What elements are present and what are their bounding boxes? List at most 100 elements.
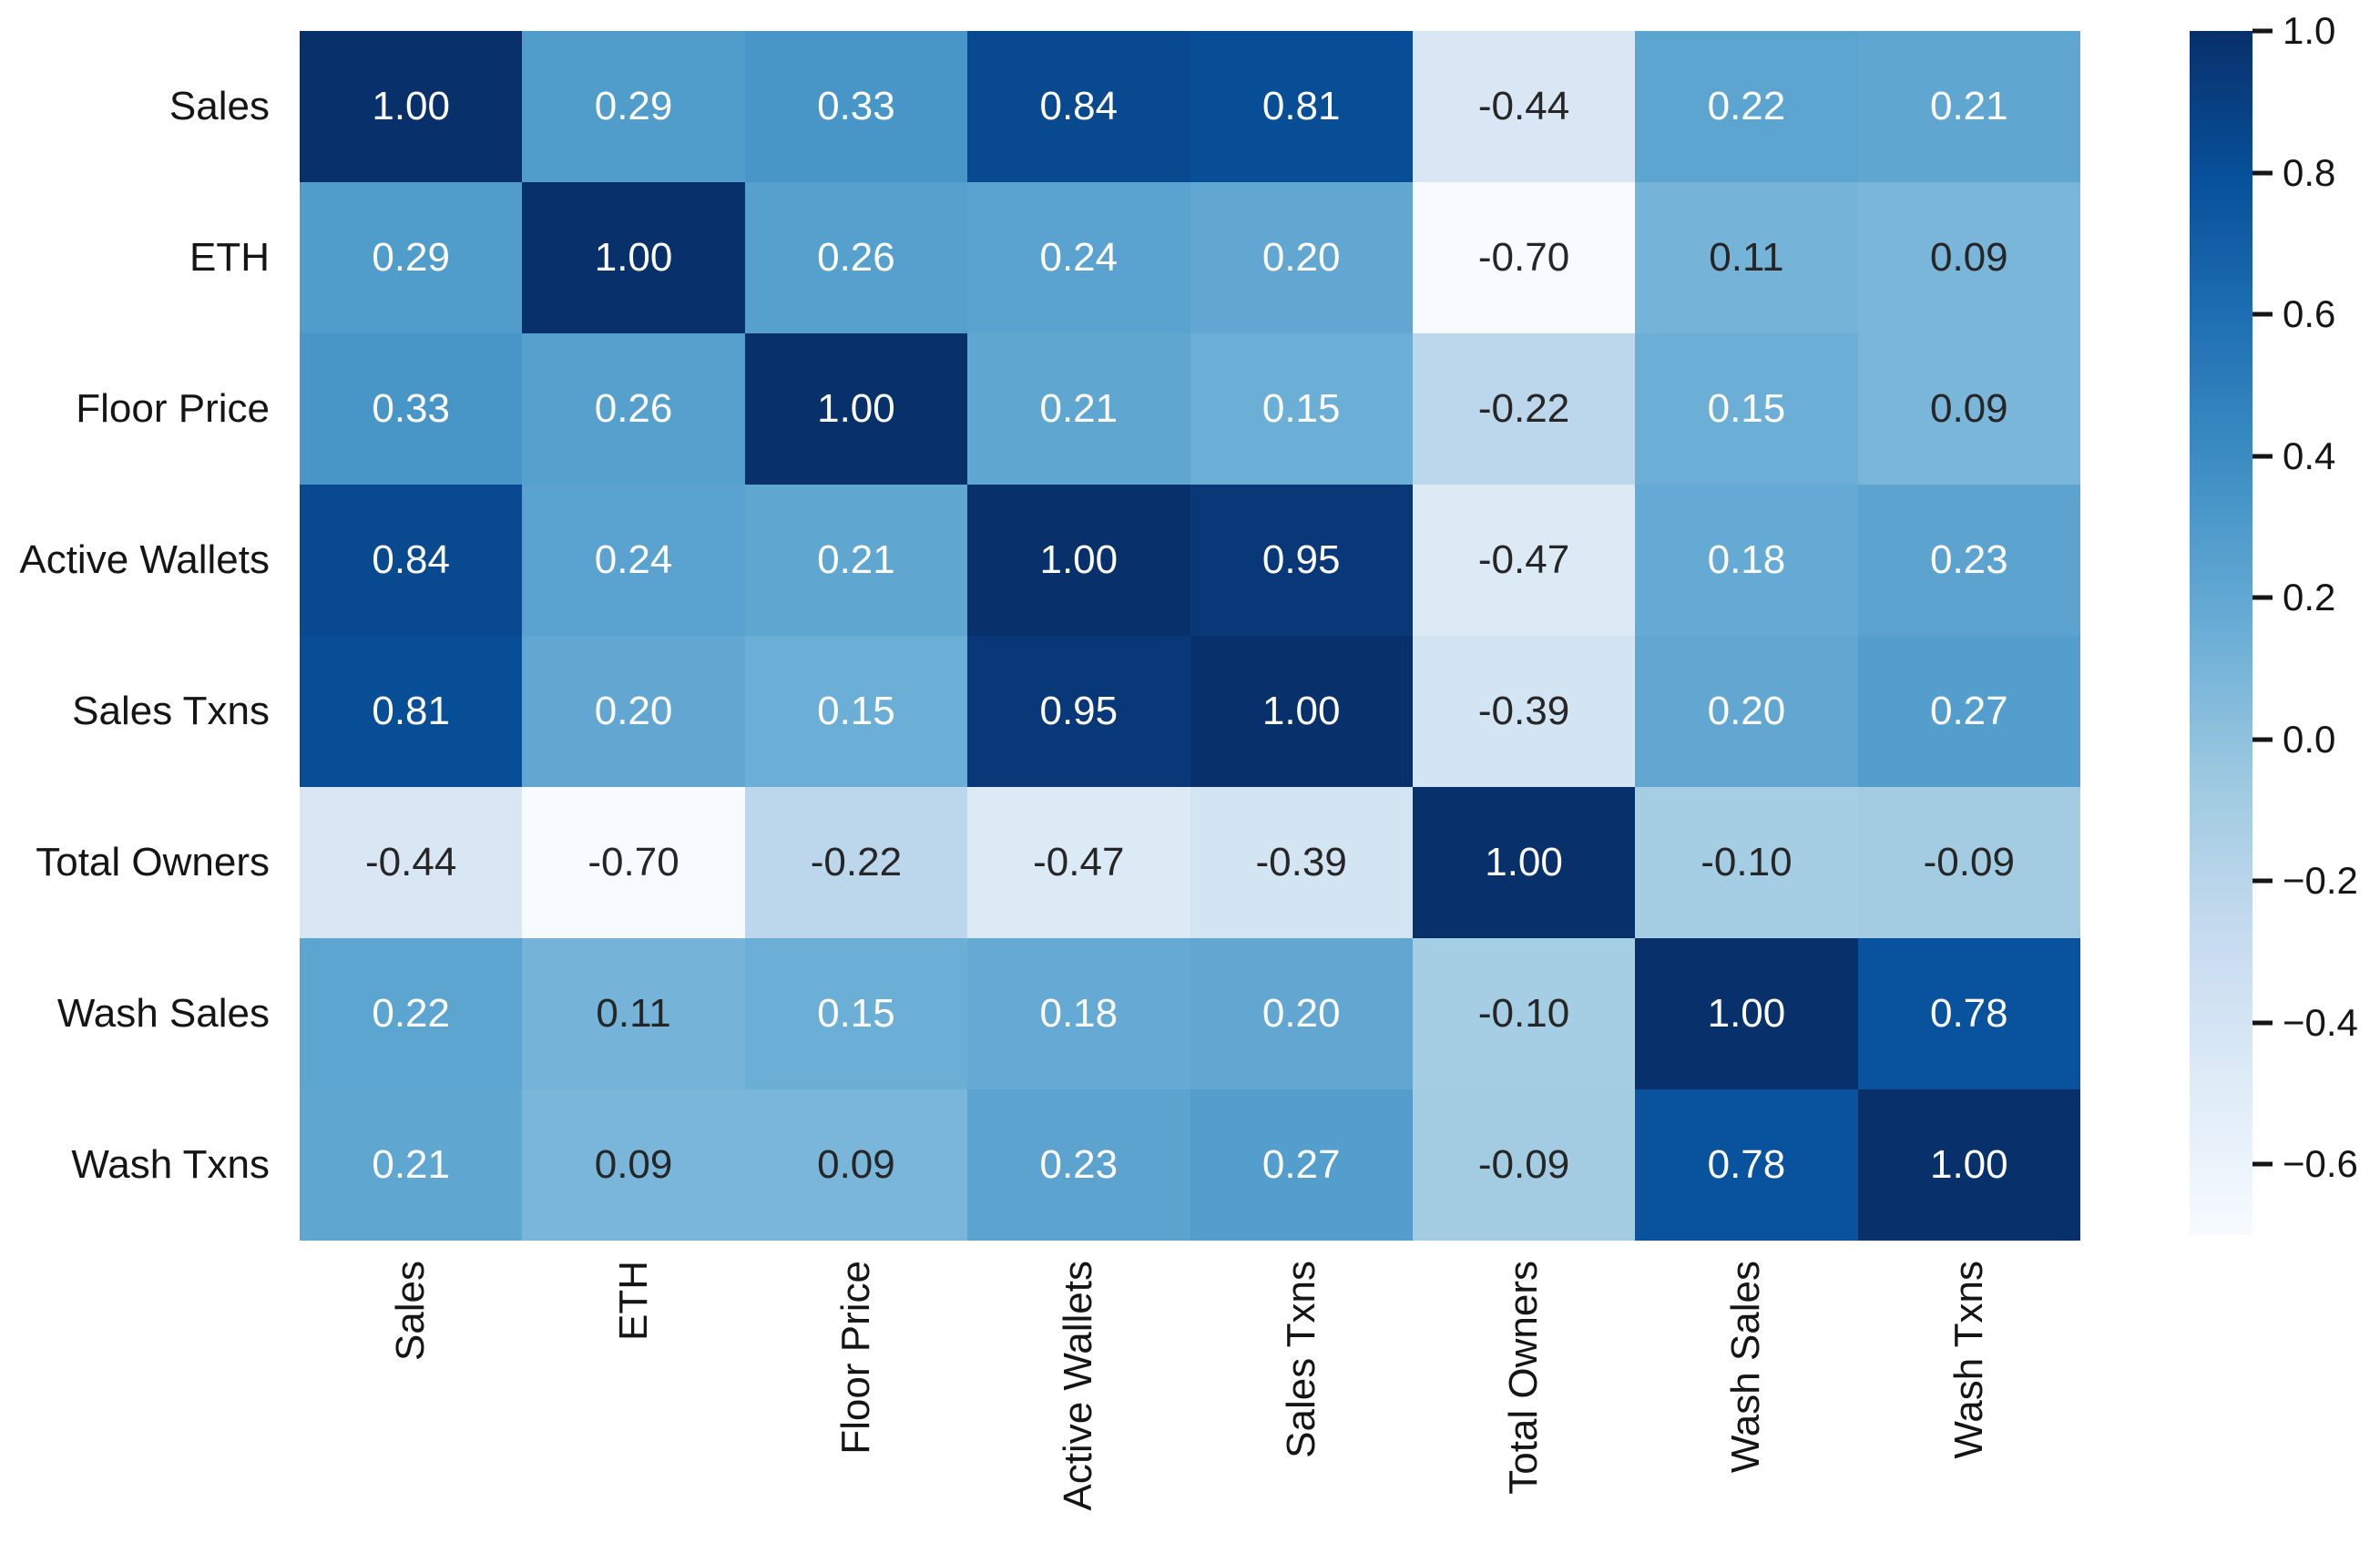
heatmap-cell: -0.47 <box>967 787 1190 938</box>
heatmap-cell: 0.22 <box>1635 31 1858 182</box>
x-tick-label: Sales Txns <box>1274 1261 1329 1543</box>
heatmap-cell: 0.20 <box>1635 636 1858 787</box>
colorbar-tick-mark <box>2252 454 2273 459</box>
heatmap-cell: 0.09 <box>1857 333 2080 485</box>
y-tick-label: Sales <box>169 84 270 128</box>
heatmap-cell: 0.84 <box>300 485 523 636</box>
x-tick-label-text: Wash Sales <box>1723 1261 1769 1474</box>
heatmap-cell: 0.18 <box>967 938 1190 1089</box>
heatmap-cell: 0.27 <box>1857 636 2080 787</box>
colorbar-tick-label: 0.0 <box>2283 717 2336 761</box>
colorbar-tick-mark <box>2252 312 2273 317</box>
heatmap-cell: 0.81 <box>1190 31 1413 182</box>
heatmap-cell: 0.21 <box>744 485 968 636</box>
heatmap-cell: 0.11 <box>1635 182 1858 333</box>
heatmap-cell: 1.00 <box>1412 787 1636 938</box>
heatmap-cell: 1.00 <box>300 31 523 182</box>
colorbar-tick-mark <box>2252 595 2273 600</box>
heatmap-cell: 0.26 <box>522 333 745 485</box>
colorbar-tick-label: −0.4 <box>2283 1000 2358 1044</box>
heatmap-cell: 0.21 <box>967 333 1190 485</box>
heatmap-cell: -0.44 <box>1412 31 1636 182</box>
heatmap-cell: -0.44 <box>300 787 523 938</box>
heatmap-cell: 0.20 <box>1190 182 1413 333</box>
heatmap-cell: -0.10 <box>1412 938 1636 1089</box>
x-tick-label: Sales <box>383 1261 438 1543</box>
heatmap-cell: 0.21 <box>300 1089 523 1241</box>
heatmap-cell: -0.10 <box>1635 787 1858 938</box>
colorbar-tick-label: −0.6 <box>2283 1142 2358 1186</box>
heatmap-cell: 0.29 <box>300 182 523 333</box>
heatmap-cell: 0.09 <box>522 1089 745 1241</box>
colorbar-tick-label: 0.6 <box>2283 292 2336 336</box>
colorbar-gradient <box>2190 31 2252 1235</box>
x-tick-label-text: Active Wallets <box>1056 1261 1101 1511</box>
x-tick-label-text: Total Owners <box>1501 1261 1547 1495</box>
heatmap-cell: 0.95 <box>1190 485 1413 636</box>
colorbar-tick-mark <box>2252 878 2273 884</box>
heatmap-cell: 0.26 <box>744 182 968 333</box>
heatmap-cell: 0.15 <box>744 938 968 1089</box>
y-tick-label: Floor Price <box>76 386 270 431</box>
heatmap-cell: 0.09 <box>744 1089 968 1241</box>
heatmap-cell: -0.22 <box>1412 333 1636 485</box>
heatmap-cell: 0.24 <box>522 485 745 636</box>
heatmap-cell: 0.78 <box>1635 1089 1858 1241</box>
heatmap-cell: 0.29 <box>522 31 745 182</box>
heatmap-cell: -0.70 <box>1412 182 1636 333</box>
heatmap-cell: 0.15 <box>1635 333 1858 485</box>
x-tick-label-text: Wash Txns <box>1946 1261 1991 1459</box>
x-tick-label: Wash Txns <box>1942 1261 1997 1543</box>
heatmap-cell: 1.00 <box>967 485 1190 636</box>
heatmap-cell: -0.22 <box>744 787 968 938</box>
heatmap-cell: 0.23 <box>1857 485 2080 636</box>
heatmap-cell: 0.22 <box>300 938 523 1089</box>
colorbar-tick-mark <box>2252 28 2273 34</box>
heatmap-cell: -0.39 <box>1190 787 1413 938</box>
colorbar-tick-label: 1.0 <box>2283 9 2336 52</box>
x-tick-label-text: Sales Txns <box>1278 1261 1323 1458</box>
heatmap-cell: 0.33 <box>300 333 523 485</box>
heatmap-cell: 1.00 <box>1190 636 1413 787</box>
heatmap-cell: 0.21 <box>1857 31 2080 182</box>
x-tick-label: Wash Sales <box>1719 1261 1773 1543</box>
heatmap-cell: -0.09 <box>1412 1089 1636 1241</box>
heatmap-cell: 0.09 <box>1857 182 2080 333</box>
heatmap-cell: 1.00 <box>744 333 968 485</box>
heatmap-cell: 0.20 <box>1190 938 1413 1089</box>
heatmap-cell: -0.39 <box>1412 636 1636 787</box>
heatmap-grid: 1.00 0.29 0.33 0.84 0.81 -0.44 0.22 0.21 0.29 1.0… <box>300 31 2080 1241</box>
y-tick-label: Wash Txns <box>71 1142 270 1187</box>
colorbar-tick-mark <box>2252 170 2273 176</box>
heatmap-cell: 0.84 <box>967 31 1190 182</box>
y-tick-label: Total Owners <box>36 840 270 884</box>
heatmap-cell: 0.81 <box>300 636 523 787</box>
heatmap-cell: 0.11 <box>522 938 745 1089</box>
heatmap-cell: 0.15 <box>744 636 968 787</box>
heatmap-cell: 0.27 <box>1190 1089 1413 1241</box>
x-tick-label-text: ETH <box>610 1261 656 1341</box>
heatmap-cell: 1.00 <box>522 182 745 333</box>
heatmap-cell: 0.78 <box>1857 938 2080 1089</box>
heatmap-cell: 0.15 <box>1190 333 1413 485</box>
colorbar-tick-label: 0.8 <box>2283 150 2336 194</box>
y-tick-label: ETH <box>189 235 270 280</box>
y-tick-label: Wash Sales <box>56 991 270 1036</box>
heatmap-cell: 0.23 <box>967 1089 1190 1241</box>
colorbar-tick-label: 0.4 <box>2283 434 2336 477</box>
y-tick-label: Sales Txns <box>72 689 270 733</box>
heatmap-cell: 0.24 <box>967 182 1190 333</box>
x-tick-label: ETH <box>607 1261 661 1543</box>
x-tick-label: Active Wallets <box>1051 1261 1106 1543</box>
colorbar-tick-mark <box>2252 1161 2273 1167</box>
colorbar-tick-label: 0.2 <box>2283 576 2336 619</box>
heatmap-cell: -0.47 <box>1412 485 1636 636</box>
heatmap-cell: -0.70 <box>522 787 745 938</box>
colorbar-tick-mark <box>2252 1020 2273 1026</box>
heatmap-cell: 1.00 <box>1635 938 1858 1089</box>
heatmap-cell: 0.18 <box>1635 485 1858 636</box>
y-tick-label: Active Wallets <box>19 537 270 582</box>
heatmap-cell: -0.09 <box>1857 787 2080 938</box>
heatmap-cell: 0.20 <box>522 636 745 787</box>
